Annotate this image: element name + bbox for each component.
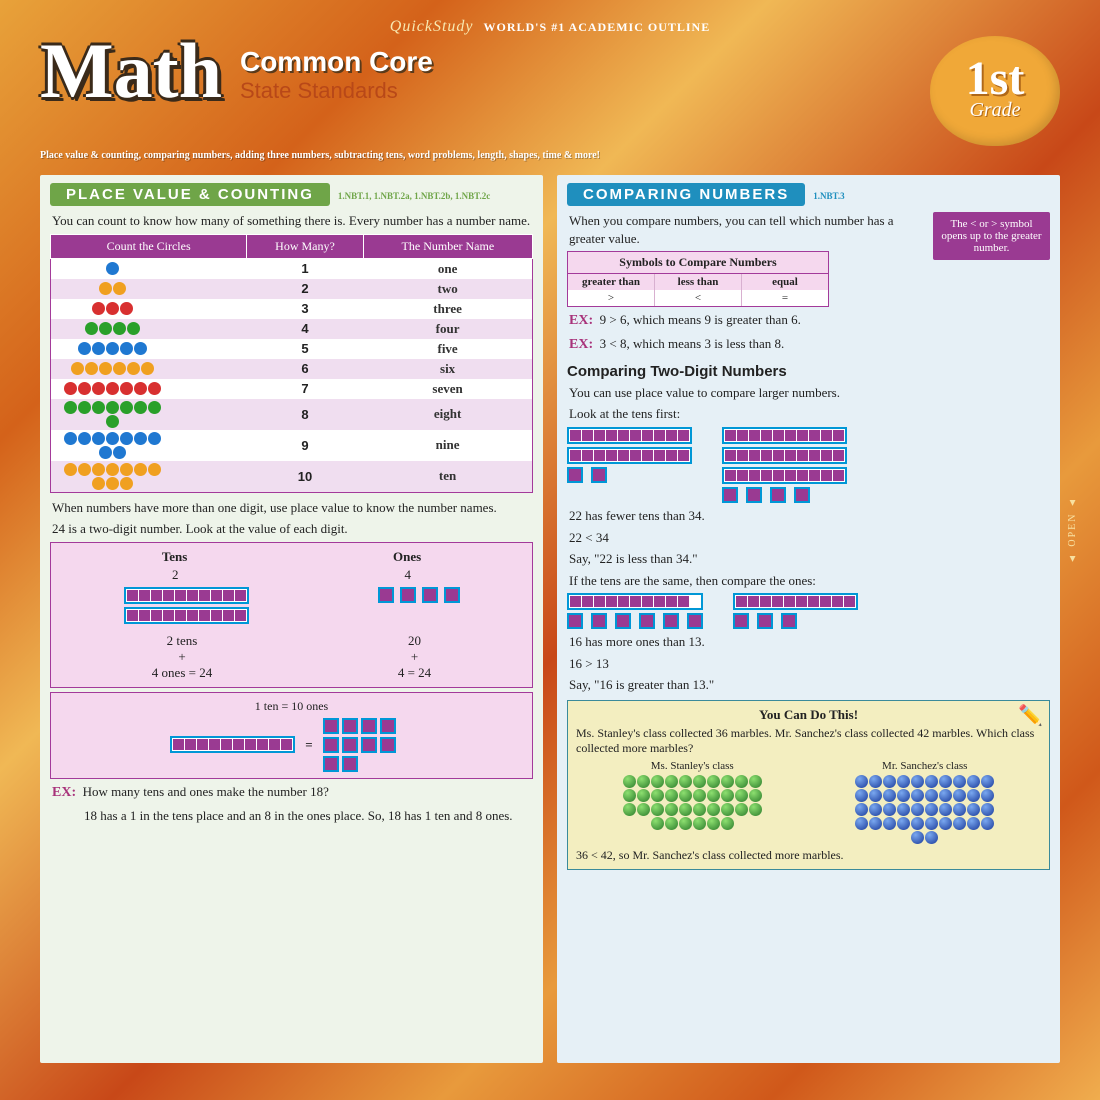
para-pv1: When numbers have more than one digit, u… [52,499,531,517]
marbles-left: Ms. Stanley's class [617,760,767,844]
col-howmany: How Many? [247,234,363,258]
p1: You can use place value to compare large… [569,384,1048,402]
title-sub1: Common Core [240,46,433,78]
ex2: EX: 3 < 8, which means 3 is less than 8. [569,335,1048,355]
brand-tagline: WORLD'S #1 ACADEMIC OUTLINE [484,20,711,34]
pv-ones-bars [378,587,460,627]
p5b: 16 > 13 [569,655,1048,673]
symbols-title: Symbols to Compare Numbers [568,252,828,274]
page: QuickStudy WORLD'S #1 ACADEMIC OUTLINE M… [0,0,1100,1100]
section-heading: Comparing Numbers [567,183,805,206]
pencil-icon: ✏️ [1018,703,1043,728]
equals-sign: = [305,737,312,753]
p5a: 16 has more ones than 13. [569,633,1048,651]
counting-table: Count the Circles How Many? The Number N… [50,234,533,493]
p5c: Say, "16 is greater than 13." [569,676,1048,694]
section-heading: Place Value & Counting [50,183,330,206]
header: QuickStudy WORLD'S #1 ACADEMIC OUTLINE M… [0,0,1100,169]
title-row: Math Common Core State Standards 1st Gra… [40,36,1060,146]
conv-text: 1 ten = 10 ones [59,699,524,714]
problem-answer: 36 < 42, so Mr. Sanchez's class collecte… [576,848,1041,863]
conv-right [323,718,413,772]
table-row: 3three [51,299,533,319]
cmp1-right [722,427,847,503]
cmp2-right [733,593,858,629]
title-sub2: State Standards [240,78,433,104]
table-row: 4four [51,319,533,339]
p4: If the tens are the same, then compare t… [569,572,1048,590]
cmp2 [567,593,1050,629]
p3b: 22 < 34 [569,529,1048,547]
table-row: 7seven [51,379,533,399]
table-row: 10ten [51,461,533,493]
table-row: 6six [51,359,533,379]
subheading: Comparing Two-Digit Numbers [567,363,1050,380]
intro-text: You can count to know how many of someth… [52,212,531,230]
section-ribbon: Comparing Numbers 1.NBT.3 [567,183,1050,206]
table-row: 8eight [51,399,533,430]
cmp1-left [567,427,692,503]
symbols-table: Symbols to Compare Numbers greater than … [567,251,829,307]
table-row: 5five [51,339,533,359]
p3a: 22 has fewer tens than 34. [569,507,1048,525]
pv-box: TensOnes 24 2 tens+4 ones = 24 20+4 = 24 [50,542,533,688]
p2: Look at the tens first: [569,405,1048,423]
grade-bubble: 1st Grade [930,36,1060,146]
ex-a: 18 has a 1 in the tens place and an 8 in… [84,807,531,825]
open-tab: ▲ OPEN ▲ [1067,495,1078,564]
pv-tens-bars [124,587,249,627]
table-row: 9nine [51,430,533,461]
para-pv2: 24 is a two-digit number. Look at the va… [52,520,531,538]
cmp2-left [567,593,703,629]
columns: Place Value & Counting 1.NBT.1, 1.NBT.2a… [0,169,1100,1077]
topics-line: Place value & counting, comparing number… [40,150,1060,161]
marbles-row: Ms. Stanley's class Mr. Sanchez's class [576,760,1041,844]
p3c: Say, "22 is less than 34." [569,550,1048,568]
conv-left [170,736,295,753]
grade-num: 1st [966,60,1025,98]
section-standards: 1.NBT.1, 1.NBT.2a, 1.NBT.2b, 1.NBT.2c [338,191,490,201]
problem-box: ✏️ You Can Do This! Ms. Stanley's class … [567,700,1050,870]
ones-v: 4 [405,567,412,583]
conv-box: 1 ten = 10 ones = [50,692,533,779]
problem-title: You Can Do This! [576,707,1041,723]
section-standards: 1.NBT.3 [813,191,844,201]
panel-comparing: ▲ OPEN ▲ Comparing Numbers 1.NBT.3 The <… [557,175,1060,1063]
col-name: The Number Name [363,234,532,258]
table-row: 1one [51,258,533,279]
cmp1 [567,427,1050,503]
subtitle: Common Core State Standards [240,46,433,104]
marbles-right: Mr. Sanchez's class [850,760,1000,844]
ones-h: Ones [393,549,421,565]
tens-h: Tens [162,549,188,565]
title-main: Math [40,36,222,106]
col-circles: Count the Circles [51,234,247,258]
tens-v: 2 [172,567,179,583]
tip-box: The < or > symbol opens up to the greate… [933,212,1050,260]
brand-name: QuickStudy [390,18,474,35]
ex-q: EX: How many tens and ones make the numb… [52,783,531,803]
table-row: 2two [51,279,533,299]
ex1: EX: 9 > 6, which means 9 is greater than… [569,311,1048,331]
section-ribbon: Place Value & Counting 1.NBT.1, 1.NBT.2a… [50,183,533,206]
problem-text: Ms. Stanley's class collected 36 marbles… [576,726,1041,756]
grade-word: Grade [969,99,1020,122]
panel-place-value: Place Value & Counting 1.NBT.1, 1.NBT.2a… [40,175,543,1063]
